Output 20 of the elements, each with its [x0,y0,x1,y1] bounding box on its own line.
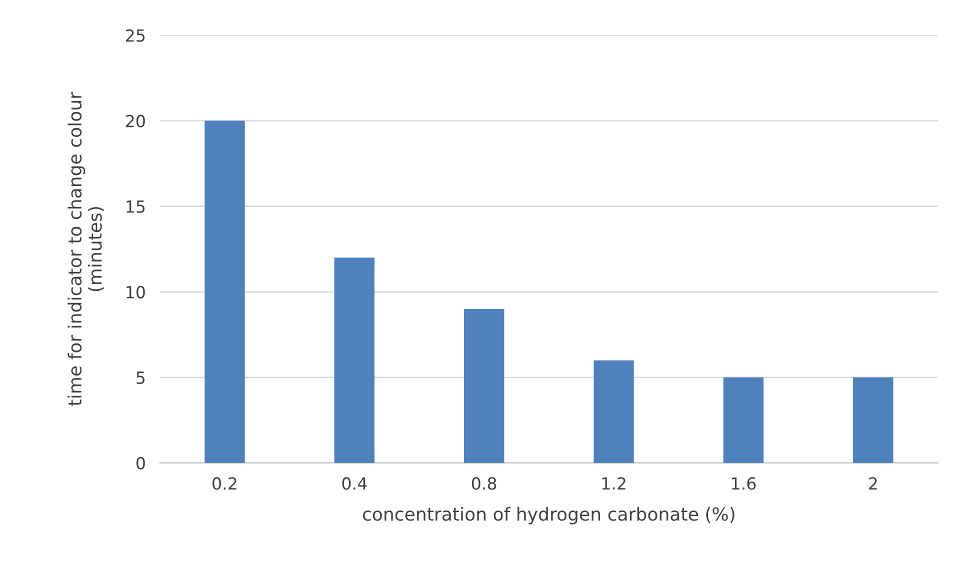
y-axis-title: time for indicator to change colour (minutes) [68,92,104,406]
y-tick-label: 25 [126,29,145,42]
y-tick-label: 10 [126,286,145,298]
y-tick-label: 5 [136,372,145,384]
x-tick-label: 1.2 [602,477,626,490]
bar [334,258,375,463]
bar [204,120,245,463]
x-tick-label: 0.8 [472,477,496,490]
bar [853,377,894,463]
x-tick-label: 0.2 [212,477,236,490]
y-tick-label: 15 [126,200,145,213]
y-tick-label: 20 [126,114,145,128]
bar [723,377,764,463]
x-axis-title: concentration of hydrogen carbonate (%) [362,506,734,524]
x-tick-label: 0.4 [342,477,367,490]
y-tick-label: 0 [136,456,145,470]
x-tick-label: 2 [869,477,877,490]
bar [464,309,504,463]
x-tick-label: 1.6 [732,477,756,490]
bar [594,360,634,463]
